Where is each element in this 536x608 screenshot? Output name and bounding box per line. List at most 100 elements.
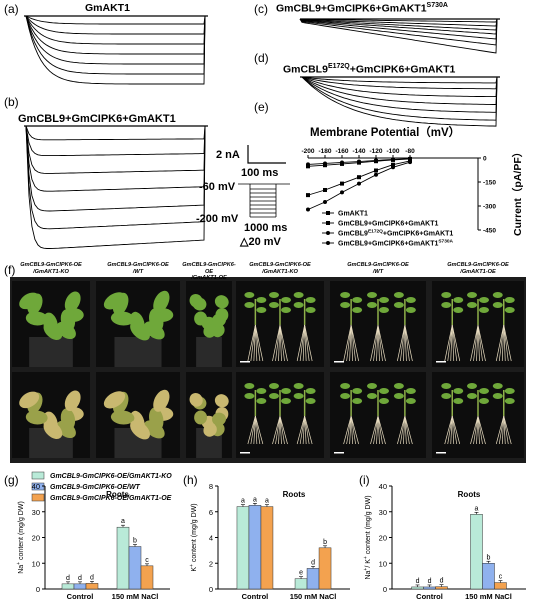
root: [302, 324, 305, 362]
iv-legend-label-2: GmCBL9E172Q+GmCIPK6+GmAKT1: [338, 229, 453, 238]
iv-point-2: [357, 159, 361, 164]
root: [503, 324, 506, 362]
leaf: [393, 383, 404, 389]
leaf: [64, 291, 81, 313]
iv-point-3: [391, 165, 395, 170]
root: [250, 415, 256, 445]
root: [447, 415, 453, 445]
panel-label-g: (g): [4, 473, 19, 487]
root: [377, 415, 383, 445]
leaf: [352, 398, 363, 404]
leaf: [203, 423, 217, 437]
bar-y-axis-label: Na+/ K+ content (mg/g DW): [363, 495, 372, 579]
photo-caption: GmCBL9-GmCIPK6-OE /GmAKT1-KO: [249, 262, 311, 275]
panel-a-title: GmAKT1: [85, 2, 130, 14]
trace-traces-b-4: [24, 125, 206, 212]
bar-y-label-post: content (mg/g DW): [365, 495, 372, 556]
root: [272, 324, 281, 362]
bar: [248, 505, 262, 590]
leaf: [60, 408, 76, 430]
root: [451, 415, 458, 445]
bar-y-label-sup: +: [16, 562, 22, 565]
photo-caption: GmCBL9-GmCIPK6-OE /GmAKT1-OE: [182, 262, 236, 281]
leaf: [340, 292, 351, 298]
bar: [435, 586, 448, 590]
leaf: [43, 421, 63, 439]
root: [503, 324, 512, 362]
panel-c-title-sup: S730A: [426, 2, 448, 9]
root: [304, 415, 307, 445]
plant-drawing: [19, 390, 84, 458]
root: [255, 415, 258, 445]
iv-legend-marker-3: [326, 241, 330, 245]
plant-drawing: [19, 291, 84, 367]
leaf: [340, 302, 351, 308]
bar: [318, 547, 332, 590]
trace-traces-d-3: [300, 76, 498, 105]
bar-y-tick-label: 40: [32, 482, 40, 491]
root: [477, 324, 486, 362]
root: [376, 324, 379, 362]
leaf: [504, 398, 515, 404]
iv-point-2: [374, 158, 378, 163]
significance-letter: d: [90, 574, 94, 581]
iv-legend-marker-2: [326, 231, 330, 235]
plant-photo: [12, 281, 90, 367]
root: [473, 324, 479, 362]
trace-traces-c-5: [299, 18, 498, 46]
leaf: [203, 324, 217, 338]
trace-traces-b-1: [24, 125, 206, 157]
plant-photo: [330, 281, 426, 367]
plant-photo-strip: GmCBL9-GmCIPK6-OE /GmAKT1-KO GmCBL9-GmCIP…: [10, 262, 526, 463]
root: [346, 324, 352, 362]
trace-traces-a-2: [24, 15, 206, 45]
root: [503, 415, 509, 445]
root: [304, 324, 307, 362]
leaf: [492, 292, 503, 298]
root: [451, 415, 461, 445]
root: [255, 324, 264, 362]
iv-legend-label-pre: GmCBL9+GmCIPK6+GmAKT1: [338, 241, 438, 248]
photo-scale-bar: [240, 452, 250, 454]
leaf: [212, 313, 226, 327]
traces-d: [300, 76, 500, 127]
root: [275, 415, 281, 445]
leaf: [305, 307, 316, 313]
iv-x-tick-label: -120: [369, 148, 382, 155]
bar-category-label: 150 mM NaCl: [465, 592, 512, 601]
trace-traces-a-1: [24, 15, 206, 35]
leaf: [453, 297, 464, 303]
iv-point-3: [357, 181, 361, 186]
panel-label-f: (f): [4, 263, 16, 277]
significance-letter: d: [416, 578, 420, 585]
leaf: [130, 420, 150, 440]
leaf: [25, 410, 48, 425]
root: [278, 324, 281, 362]
root: [450, 415, 453, 445]
root: [377, 415, 380, 445]
photo-caption: GmCBL9-GmCIPK6-OE /WT: [107, 262, 169, 275]
bar-y-label-sup2: +: [363, 556, 369, 559]
iv-point-3: [306, 207, 310, 212]
trace-traces-a-0: [24, 15, 206, 25]
leaf: [293, 302, 304, 308]
root: [476, 324, 479, 362]
bar-category-label: 150 mM NaCl: [290, 592, 337, 601]
leaf: [340, 383, 351, 389]
bar-y-tick-label: 8: [209, 482, 213, 491]
plant-photo: [330, 372, 426, 458]
leaf: [479, 398, 489, 404]
leaf: [305, 297, 316, 303]
iv-point-2: [391, 157, 395, 162]
root: [350, 415, 359, 445]
root: [404, 324, 410, 362]
leaf: [60, 309, 76, 331]
root: [503, 324, 509, 362]
photo-scale-bar: [334, 361, 344, 363]
traces-svg: 2 nA 100 ms -60 mV -200 mV 1000 ms △20 m…: [24, 15, 500, 249]
plant-photo: [12, 372, 90, 458]
significance-letter: a: [241, 498, 245, 505]
significance-letter: c: [499, 574, 503, 581]
leaf: [367, 292, 377, 298]
iv-point-1: [340, 181, 344, 186]
